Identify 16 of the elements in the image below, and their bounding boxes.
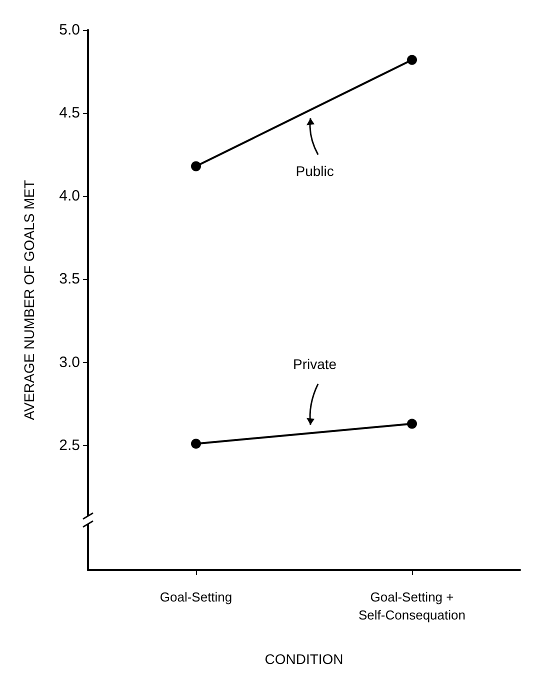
y-tick-label: 4.0 (59, 188, 80, 205)
x-tick-label: Goal-Setting + Self-Consequation (358, 590, 466, 622)
y-tick-label: 4.5 (59, 104, 80, 122)
text: Public (296, 163, 334, 180)
y-tick-label: 2.5 (59, 436, 80, 454)
point (191, 438, 201, 449)
y-tick-label: 5.0 (59, 22, 80, 38)
point (407, 418, 417, 429)
y-tick-label: 3.0 (59, 354, 80, 371)
y-tick-label: 3.5 (59, 270, 80, 288)
text: Private (293, 356, 337, 372)
y-axis-title: AVERAGE NUMBER OF GOALS MET (21, 180, 37, 420)
point (191, 161, 201, 172)
x-tick-label: Goal-Setting (160, 590, 232, 604)
point (407, 54, 417, 65)
x-axis-title: CONDITION (264, 651, 344, 667)
